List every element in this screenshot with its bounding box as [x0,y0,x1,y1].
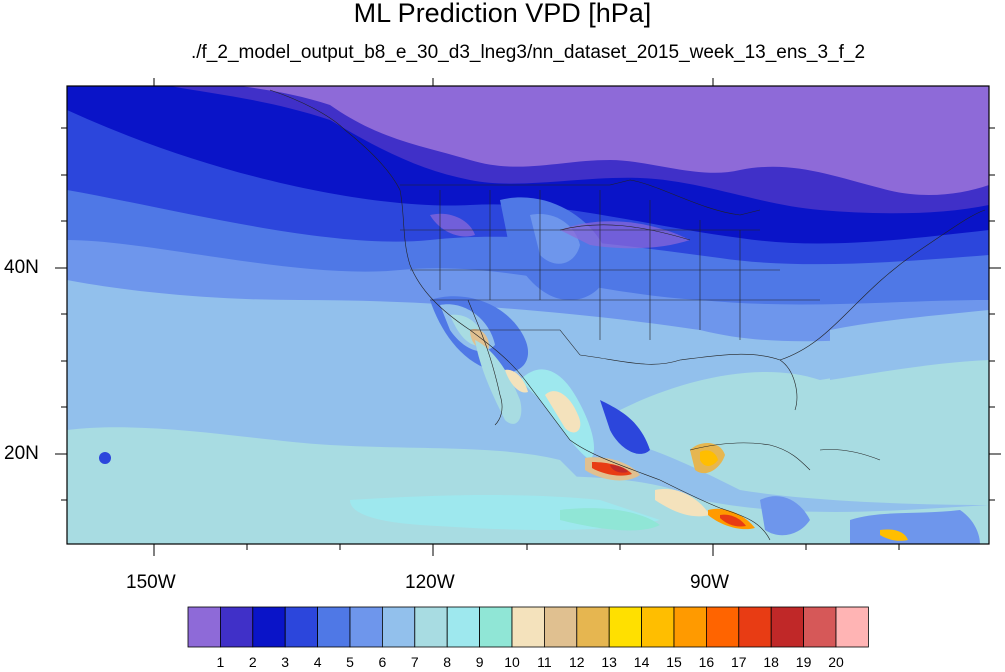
colorbar-swatch [446,606,481,648]
map-frame [66,85,990,545]
colorbar-swatch [673,606,707,648]
vpd-contour-field [67,86,989,544]
colorbar-swatch [381,606,416,648]
colorbar-swatch [219,606,254,648]
colorbar-swatch [284,606,319,648]
colorbar-label: 15 [666,654,682,670]
colorbar-swatch [252,606,286,648]
colorbar-swatch [479,606,513,648]
colorbar-swatch [706,606,740,648]
colorbar-swatch [608,606,643,648]
axis-ticks [55,78,1001,556]
colorbar-label: 17 [731,654,747,670]
colorbar-label: 2 [248,654,257,670]
colorbar-label: 12 [569,654,585,670]
colorbar-swatch [770,606,805,648]
colorbar-label: 19 [795,654,812,670]
colorbar-swatch [835,606,869,648]
colorbar-label: 14 [633,654,650,670]
lon-tick-label: 90W [690,572,730,593]
map-subtitle: ./f_2_model_output_b8_e_30_d3_lneg3/nn_d… [190,42,866,63]
colorbar-swatch [187,606,221,648]
colorbar-label: 1 [216,654,225,670]
colorbar-label: 18 [763,654,779,670]
map-title: ML Prediction VPD [hPa] [353,0,652,28]
colorbar-swatch [641,606,675,648]
colorbar-label: 9 [475,654,484,670]
colorbar-swatch [349,606,383,648]
colorbar-label: 10 [504,654,520,670]
lon-tick-label: 150W [126,572,176,593]
colorbar-label: 3 [281,654,290,670]
colorbar-swatch [317,606,351,648]
colorbar-label: 4 [313,654,322,670]
colorbar-swatch [414,606,448,648]
colorbar-swatch [544,606,578,648]
colorbar [187,606,869,648]
colorbar-swatch [576,606,610,648]
lon-tick-label: 120W [405,572,455,593]
lat-tick-label: 40N [4,257,39,278]
colorbar-label: 11 [537,654,552,670]
colorbar-label: 6 [378,654,387,670]
lat-tick-label: 20N [4,443,39,464]
colorbar-label: 20 [828,654,844,670]
colorbar-label: 5 [346,654,354,670]
colorbar-swatch [738,606,772,648]
colorbar-label: 16 [698,654,715,670]
coastlines [269,89,986,541]
colorbar-swatch [511,606,545,648]
colorbar-label: 7 [410,654,419,670]
colorbar-swatch [803,606,837,648]
colorbar-label: 13 [601,654,617,670]
colorbar-label: 8 [443,654,452,670]
